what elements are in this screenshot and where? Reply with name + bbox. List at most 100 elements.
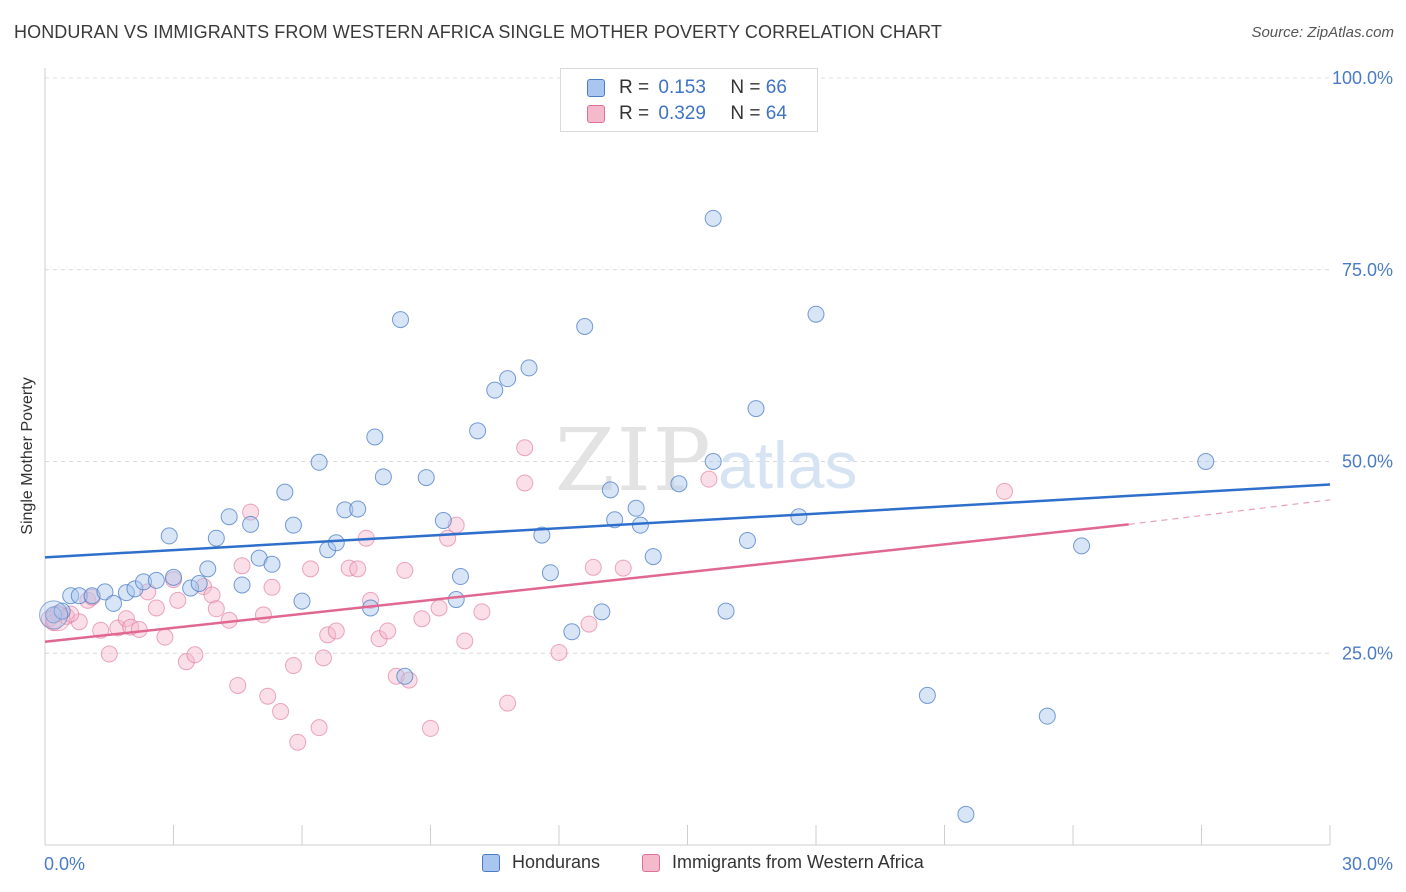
data-point-immigrants: [700, 470, 718, 488]
data-point-immigrants: [516, 439, 534, 457]
data-point-immigrants: [614, 559, 632, 577]
data-point-hondurans: [165, 568, 182, 586]
trend-line-immigrants-extension: [1128, 499, 1331, 525]
data-point-immigrants: [995, 482, 1013, 500]
watermark-zip: ZIP: [555, 411, 713, 511]
data-point-hondurans: [644, 548, 662, 566]
data-point-hondurans-cluster: [39, 600, 69, 630]
data-point-immigrants: [349, 560, 367, 578]
data-point-hondurans: [220, 508, 238, 526]
data-point-hondurans: [327, 534, 345, 552]
data-point-immigrants: [310, 719, 328, 737]
data-point-hondurans: [434, 512, 452, 530]
data-point-hondurans: [486, 381, 504, 399]
data-point-hondurans: [704, 209, 722, 227]
data-point-hondurans: [96, 583, 114, 601]
data-point-immigrants: [100, 645, 118, 663]
data-point-immigrants: [259, 687, 277, 705]
y-tick-label: 75.0%: [1342, 260, 1393, 280]
data-point-hondurans: [160, 527, 178, 545]
tick-labels: 100.0% 75.0% 50.0% 25.0% 0.0% 30.0%: [44, 68, 1393, 874]
data-point-hondurans: [83, 587, 101, 605]
data-point-hondurans: [293, 592, 311, 610]
data-point-hondurans: [105, 594, 123, 612]
data-point-immigrants: [203, 586, 221, 604]
data-point-immigrants: [422, 719, 439, 737]
trend-line-hondurans: [44, 483, 1331, 559]
bottom-legend-label: Immigrants from Western Africa: [672, 852, 924, 872]
x-tick-label-max: 30.0%: [1342, 854, 1393, 874]
data-point-hondurans: [704, 453, 722, 470]
data-point-immigrants: [284, 657, 302, 675]
data-point-hondurans: [670, 475, 688, 493]
watermark: ZIP atlas: [555, 411, 857, 511]
data-point-immigrants: [242, 503, 260, 521]
data-point-immigrants: [499, 694, 517, 712]
data-point-hondurans: [520, 359, 538, 377]
data-point-hondurans: [417, 469, 435, 487]
bottom-legend-immigrants: Immigrants from Western Africa: [642, 852, 924, 873]
data-point-hondurans: [233, 576, 251, 594]
axes: [44, 68, 1331, 846]
data-point-hondurans: [1038, 707, 1056, 725]
data-point-hondurans: [284, 516, 302, 534]
data-point-hondurans: [576, 318, 594, 336]
legend-r-value: 0.153: [658, 77, 706, 98]
data-point-hondurans: [70, 587, 88, 605]
data-point-hondurans: [263, 555, 281, 573]
data-point-immigrants: [186, 646, 204, 664]
data-point-hondurans: [447, 591, 465, 609]
data-point-hondurans: [190, 574, 208, 592]
data-point-hondurans: [126, 580, 144, 598]
legend-row-hondurans: R = 0.153 N = 66: [587, 76, 787, 100]
data-point-immigrants: [387, 667, 405, 685]
legend-n-value: 66: [765, 77, 787, 98]
data-point-immigrants: [580, 615, 598, 633]
data-point-immigrants: [550, 643, 568, 661]
y-tick-label: 25.0%: [1342, 643, 1393, 663]
bottom-legend-hondurans: Hondurans: [482, 852, 600, 873]
chart-title: HONDURAN VS IMMIGRANTS FROM WESTERN AFRI…: [14, 22, 942, 42]
legend-row-immigrants: R = 0.329 N = 64: [587, 102, 787, 126]
series-hondurans-points: [39, 209, 1215, 823]
data-point-immigrants: [516, 474, 534, 492]
legend-r-label: R =: [619, 103, 650, 124]
data-point-immigrants: [109, 619, 127, 637]
data-point-hondurans: [918, 686, 936, 704]
data-point-hondurans: [1073, 537, 1091, 555]
data-point-immigrants: [156, 628, 174, 646]
data-point-hondurans: [147, 571, 165, 589]
data-point-immigrants: [272, 703, 290, 721]
y-tick-label: 100.0%: [1332, 68, 1393, 88]
data-point-immigrants: [327, 622, 345, 640]
source-label: Source: ZipAtlas.com: [1251, 24, 1394, 41]
data-point-hondurans: [593, 603, 611, 621]
data-point-immigrants: [430, 599, 448, 617]
data-point-immigrants: [584, 558, 602, 576]
data-point-hondurans: [135, 573, 153, 591]
data-point-immigrants: [314, 649, 332, 667]
stats-legend: R = 0.153 N = 66 R = 0.329 N = 64: [560, 68, 818, 132]
data-point-hondurans: [349, 500, 367, 518]
data-point-immigrants: [319, 626, 337, 644]
data-point-hondurans: [627, 499, 645, 517]
data-point-immigrants: [396, 561, 414, 579]
x-tick-label-min: 0.0%: [44, 854, 85, 874]
data-point-hondurans: [336, 501, 354, 519]
legend-n-label: N =: [730, 77, 761, 98]
data-point-hondurans: [396, 667, 414, 685]
data-point-immigrants: [289, 733, 307, 751]
data-point-immigrants: [130, 620, 148, 638]
data-point-hondurans: [45, 606, 63, 624]
data-point-immigrants: [207, 600, 225, 618]
data-point-hondurans: [117, 584, 135, 602]
bottom-legend-swatch-pink: [642, 853, 660, 872]
data-point-immigrants: [139, 583, 157, 601]
data-point-immigrants: [263, 578, 281, 596]
data-point-hondurans: [276, 483, 294, 501]
data-point-hondurans: [747, 400, 765, 418]
data-point-hondurans: [1197, 453, 1215, 470]
data-point-hondurans: [469, 422, 487, 440]
data-point-hondurans: [807, 305, 825, 323]
